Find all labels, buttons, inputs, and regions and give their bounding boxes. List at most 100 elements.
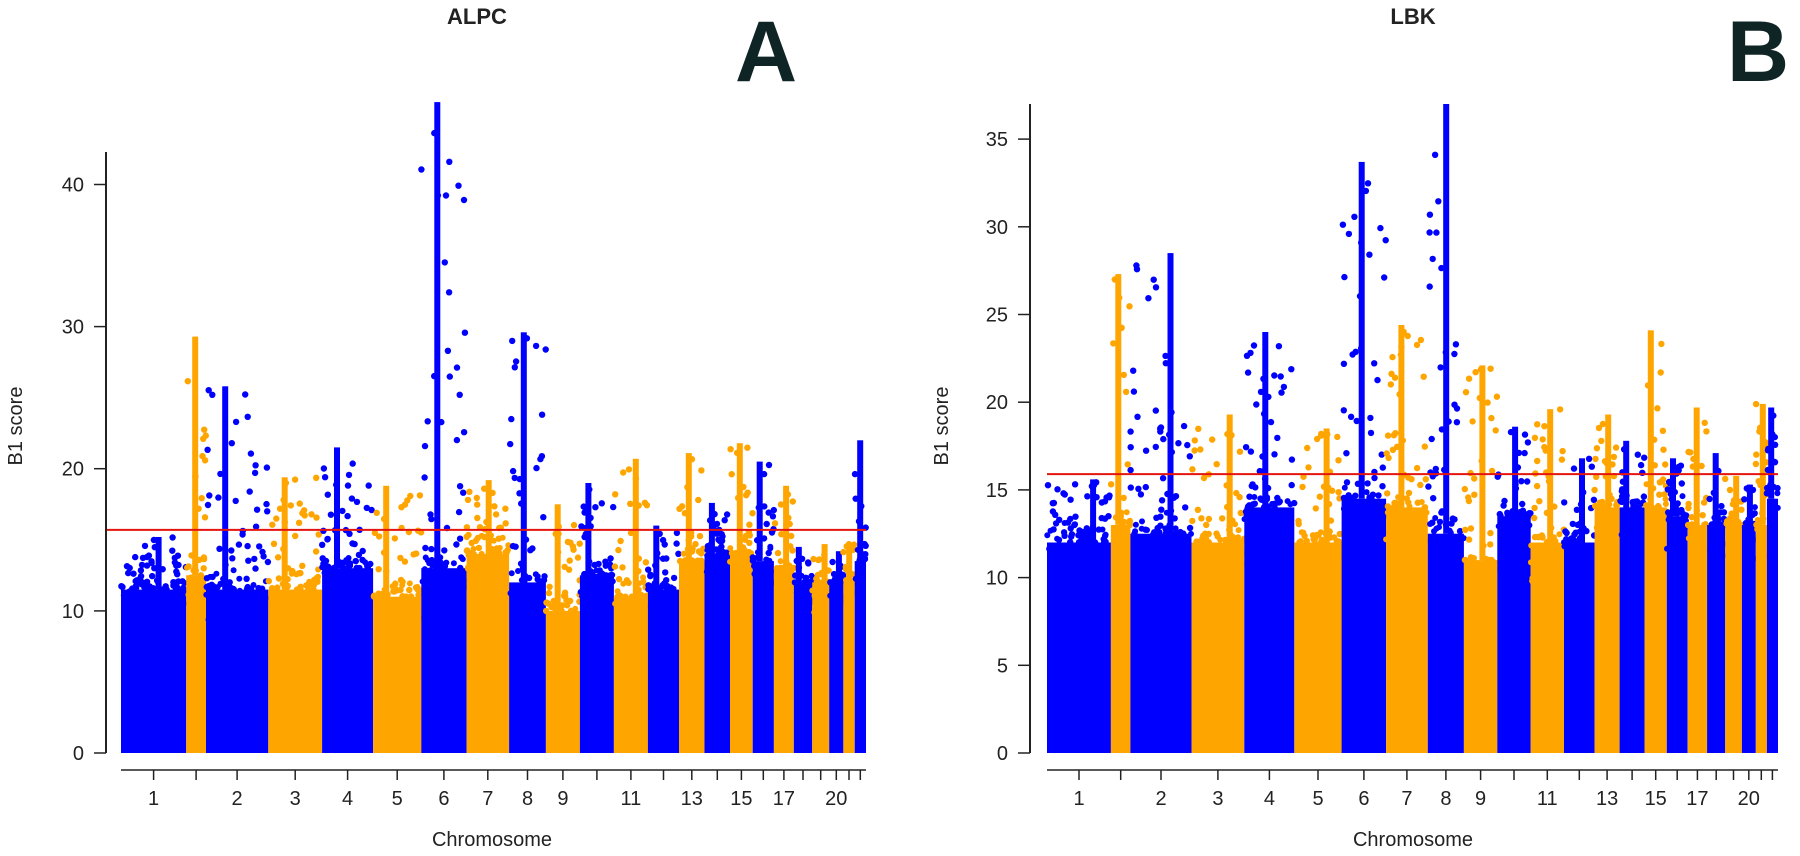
panel-a-snp-point	[253, 506, 261, 513]
panel-b-snp-point	[1453, 405, 1461, 412]
panel-a-snp-point	[566, 557, 573, 564]
panel-a-snp-point	[442, 192, 450, 199]
panel-b-chromosome-body	[1191, 542, 1245, 753]
panel-b-snp-point	[1353, 417, 1360, 425]
panel-a-snp-point	[260, 553, 267, 560]
panel-a-snp-point	[727, 558, 733, 565]
panel-a-snp-point	[211, 610, 218, 617]
panel-b-x-tick-label: 2	[1155, 788, 1166, 810]
panel-a-snp-point	[125, 569, 132, 577]
panel-b-snp-point	[1354, 480, 1362, 487]
panel-a-snp-point	[336, 591, 343, 598]
panel-b-snp-point	[1703, 428, 1710, 435]
panel-a-snp-point	[833, 582, 840, 589]
panel-a-snp-point	[608, 571, 616, 579]
panel-b-snp-point	[1430, 534, 1436, 541]
panel-b-snp-point	[1367, 429, 1375, 437]
panel-a-snp-point	[527, 547, 534, 554]
panel-a-snp-point	[480, 574, 487, 581]
panel-a-snp-point	[201, 426, 208, 433]
panel-b-points	[1044, 104, 1781, 753]
panel-a-snp-point	[480, 564, 486, 571]
panel-b-peak-column	[1398, 325, 1405, 508]
panel-a-snp-point	[373, 619, 380, 625]
panel-b-snp-point	[1397, 501, 1405, 509]
panel-a-snp-point	[502, 560, 509, 567]
panel-b-snp-point	[1224, 503, 1231, 511]
panel-b-snp-point	[1384, 503, 1392, 510]
panel-a-snp-point	[137, 609, 144, 616]
panel-a-snp-point	[149, 572, 156, 580]
panel-b-snp-point	[1340, 407, 1348, 414]
panel-a-snp-point	[308, 511, 315, 518]
panel-a-snp-point	[225, 600, 232, 607]
panel-b-snp-point	[1104, 576, 1111, 583]
panel-b-snp-point	[1651, 436, 1658, 443]
panel-a-snp-point	[597, 586, 604, 593]
panel-b-snp-point	[1685, 535, 1692, 542]
panel-a-snp-point	[744, 555, 751, 562]
panel-b-snp-point	[1122, 388, 1130, 396]
panel-b-y-ticks: 0 5 10 15 20 25 30 35	[986, 129, 1030, 765]
panel-a-snp-point	[728, 471, 735, 478]
panel-a-snp-point	[359, 547, 366, 555]
panel-b-snp-point	[1637, 461, 1645, 469]
panel-a-snp-point	[353, 498, 361, 506]
panel-b-snp-point	[1389, 353, 1396, 361]
panel-a-peak-column	[383, 485, 390, 597]
panel-b-snp-point	[1224, 537, 1231, 544]
panel-a-snp-point	[456, 391, 463, 398]
panel-a-snp-point	[612, 600, 619, 607]
panel-a-snp-point	[643, 603, 650, 610]
panel-b-snp-point	[1274, 434, 1281, 442]
panel-b-snp-point	[1451, 350, 1458, 358]
panel-b-snp-point	[1465, 375, 1473, 382]
panel-b-chromosome-1	[1044, 479, 1113, 753]
panel-b-chromosome-body	[1644, 507, 1667, 753]
panel-b-snp-point	[1468, 556, 1476, 564]
panel-a-snp-point	[409, 624, 416, 631]
panel-a-snp-point	[421, 442, 429, 450]
panel-b-snp-point	[1188, 530, 1194, 537]
panel-b-snp-point	[1577, 501, 1585, 508]
panel-b-snp-point	[1729, 501, 1736, 508]
panel-a-snp-point	[838, 599, 845, 606]
panel-a-chromosome-13	[645, 525, 682, 753]
panel-a-snp-point	[365, 482, 372, 489]
panel-b-snp-point	[1164, 490, 1171, 498]
panel-b-chromosome-body	[1741, 525, 1756, 753]
panel-b-snp-point	[1352, 348, 1359, 355]
panel-a-snp-point	[282, 590, 289, 597]
panel-a-peak-column	[520, 332, 527, 583]
panel-a-snp-point	[271, 614, 278, 621]
panel-a-snp-point	[670, 606, 677, 613]
panel-b-snp-point	[1203, 521, 1210, 529]
panel-a-snp-point	[771, 520, 779, 527]
panel-b-snp-point	[1728, 510, 1735, 517]
panel-b-snp-point	[1429, 255, 1436, 263]
panel-a-snp-point	[740, 571, 747, 577]
panel-b-snp-point	[1755, 478, 1762, 485]
panel-b-snp-point	[1332, 554, 1339, 561]
panel-a-snp-point	[805, 604, 812, 610]
panel-b-snp-point	[1519, 500, 1526, 508]
panel-b-snp-point	[1646, 513, 1653, 520]
panel-b-snp-point	[1202, 543, 1209, 550]
panel-a-snp-point	[509, 337, 516, 345]
panel-a-snp-point	[734, 494, 742, 502]
panel-b-snp-point	[1432, 554, 1439, 561]
panel-a-snp-point	[362, 559, 369, 566]
panel-a-snp-point	[201, 514, 209, 521]
panel-b-snp-point	[1209, 436, 1216, 443]
panel-b-snp-point	[1364, 498, 1371, 505]
panel-b-snp-point	[1050, 499, 1058, 507]
panel-a-snp-point	[562, 593, 569, 600]
panel-a-snp-point	[492, 561, 499, 568]
panel-b-peak-column	[1759, 403, 1766, 525]
panel-b-chromosome-body	[1530, 542, 1564, 753]
panel-a-snp-point	[681, 587, 688, 594]
panel-a-snp-point	[155, 589, 162, 596]
panel-a-snp-point	[511, 588, 517, 594]
panel-a-snp-point	[492, 511, 500, 518]
